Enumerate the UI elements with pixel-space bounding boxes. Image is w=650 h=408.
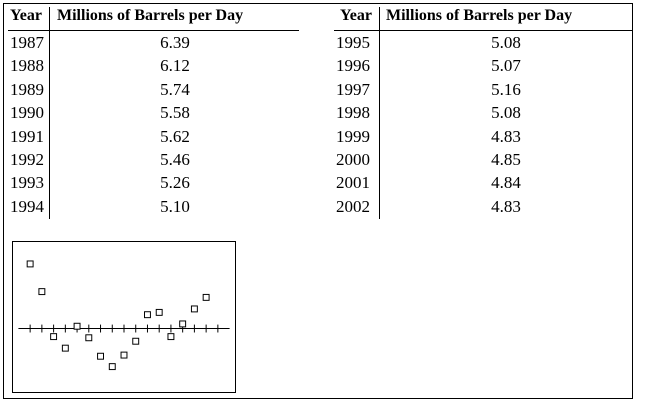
header-rule	[334, 30, 632, 31]
year-cell: 2002	[336, 196, 370, 216]
data-point	[167, 333, 175, 341]
value-cell: 5.16	[491, 79, 521, 99]
data-point	[85, 334, 93, 342]
value-cell: 5.74	[160, 79, 190, 99]
year-cell: 1994	[10, 196, 44, 216]
year-cell: 2001	[336, 173, 370, 193]
value-cell: 4.83	[491, 126, 521, 146]
data-point	[155, 308, 163, 316]
year-header: Year	[10, 7, 42, 24]
data-point	[38, 288, 46, 296]
data-point	[190, 305, 198, 313]
value-cell: 5.07	[491, 56, 521, 76]
value-cell: 5.62	[160, 126, 190, 146]
year-cell: 1990	[10, 103, 44, 123]
year-header: Year	[340, 7, 372, 24]
value-cell: 4.85	[491, 149, 521, 169]
year-cell: 1992	[10, 149, 44, 169]
column-divider	[379, 7, 380, 219]
value-cell: 4.83	[491, 196, 521, 216]
data-point	[73, 322, 81, 330]
value-cell: 5.26	[160, 173, 190, 193]
year-cell: 1989	[10, 79, 44, 99]
data-point	[50, 333, 58, 341]
value-cell: 6.39	[160, 33, 190, 52]
year-cell: 1998	[336, 103, 370, 123]
value-cell: 6.12	[160, 56, 190, 76]
data-point	[144, 311, 151, 319]
header-rule	[8, 30, 299, 31]
value-cell: 5.58	[160, 103, 190, 123]
value-cell: 5.46	[160, 149, 190, 169]
data-point	[179, 320, 187, 328]
year-cell: 1988	[10, 56, 44, 76]
year-cell: 1987	[10, 33, 44, 52]
value-header: Millions of Barrels per Day	[386, 7, 573, 24]
data-point	[26, 260, 34, 268]
scatter-plot	[12, 241, 236, 393]
value-cell: 4.84	[491, 173, 521, 193]
data-point	[97, 352, 104, 360]
year-cell: 1996	[336, 56, 370, 76]
value-cell: 5.10	[160, 196, 190, 216]
data-point	[132, 337, 140, 345]
year-cell: 1991	[10, 126, 44, 146]
value-cell: 5.08	[491, 33, 521, 52]
data-point	[61, 344, 69, 352]
year-cell: 1993	[10, 173, 44, 193]
data-point	[108, 363, 116, 371]
figure-frame	[3, 3, 633, 399]
data-point	[202, 293, 210, 301]
value-header: Millions of Barrels per Day	[57, 7, 244, 24]
value-cell: 5.08	[491, 103, 521, 123]
data-point	[120, 351, 128, 359]
year-cell: 1995	[336, 33, 370, 52]
column-divider	[49, 7, 50, 219]
year-cell: 1997	[336, 79, 370, 99]
year-cell: 1999	[336, 126, 370, 146]
year-cell: 2000	[336, 149, 370, 169]
